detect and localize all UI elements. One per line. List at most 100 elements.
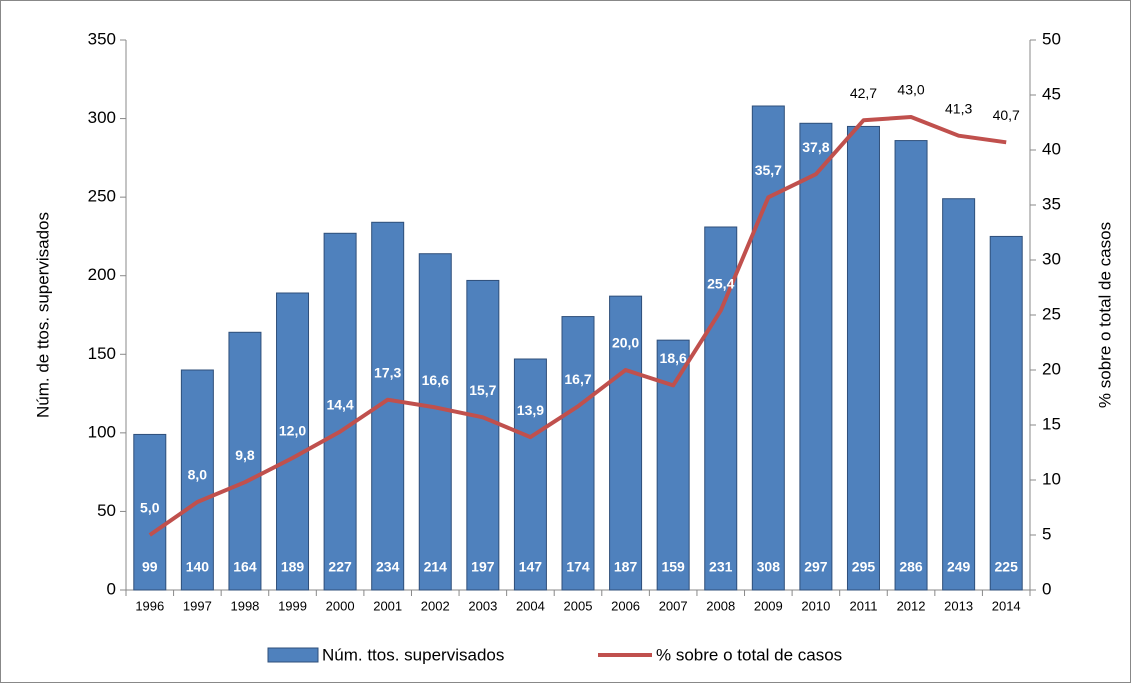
bar <box>609 295 643 591</box>
y2-tick-label: 10 <box>1042 469 1061 488</box>
bar-value-label: 159 <box>661 559 685 575</box>
bar <box>989 235 1023 591</box>
y2-axis-label: % sobre o total de casos <box>1095 222 1114 408</box>
y-tick-label: 50 <box>97 501 116 520</box>
bar <box>656 339 690 591</box>
bar-value-label: 197 <box>471 559 495 575</box>
line-value-label: 37,8 <box>802 139 829 155</box>
x-tick-label: 2007 <box>659 598 688 613</box>
x-tick-label: 2013 <box>944 598 973 613</box>
line-value-label: 40,7 <box>993 107 1020 123</box>
x-tick-label: 2010 <box>801 598 830 613</box>
x-tick-label: 2009 <box>754 598 783 613</box>
x-tick-label: 1997 <box>183 598 212 613</box>
line-value-label: 18,6 <box>660 350 687 366</box>
bar <box>751 105 785 591</box>
line-value-label: 41,3 <box>945 100 972 116</box>
bar <box>799 122 833 591</box>
line-value-label: 15,7 <box>469 382 496 398</box>
bar-value-label: 286 <box>899 559 923 575</box>
bar-value-label: 187 <box>614 559 638 575</box>
x-tick-label: 2005 <box>564 598 593 613</box>
legend-label: Núm. ttos. supervisados <box>322 645 504 664</box>
y2-tick-label: 20 <box>1042 359 1061 378</box>
y2-tick-label: 50 <box>1042 29 1061 48</box>
line-value-label: 35,7 <box>755 162 782 178</box>
line-value-label: 43,0 <box>897 82 924 98</box>
x-tick-label: 1996 <box>135 598 164 613</box>
bar-value-label: 295 <box>852 559 876 575</box>
line-value-label: 13,9 <box>517 402 544 418</box>
bar <box>513 358 547 591</box>
x-tick-label: 1999 <box>278 598 307 613</box>
line-value-label: 16,7 <box>564 371 591 387</box>
bar-value-label: 189 <box>281 559 305 575</box>
x-tick-label: 2008 <box>706 598 735 613</box>
bar <box>133 433 167 591</box>
y-tick-label: 100 <box>88 422 116 441</box>
x-tick-label: 2006 <box>611 598 640 613</box>
bar-value-label: 140 <box>186 559 210 575</box>
bar-value-label: 297 <box>804 559 828 575</box>
y-axis-label: Núm. de ttos. supervisados <box>33 212 52 418</box>
bar-value-label: 99 <box>142 559 158 575</box>
y2-tick-label: 45 <box>1042 84 1061 103</box>
bar <box>466 279 500 591</box>
bar-value-label: 249 <box>947 559 971 575</box>
legend-label: % sobre o total de casos <box>656 645 842 664</box>
bar <box>180 369 214 591</box>
x-tick-label: 2002 <box>421 598 450 613</box>
bar <box>561 316 595 591</box>
x-tick-label: 2012 <box>897 598 926 613</box>
y-tick-label: 150 <box>88 344 116 363</box>
x-tick-label: 2003 <box>468 598 497 613</box>
bar-value-label: 234 <box>376 559 400 575</box>
bar-value-label: 225 <box>995 559 1019 575</box>
line-value-label: 12,0 <box>279 423 306 439</box>
bar <box>846 125 880 591</box>
bar <box>942 198 976 591</box>
y2-tick-label: 30 <box>1042 249 1061 268</box>
x-tick-label: 2011 <box>849 598 877 613</box>
line-value-label: 9,8 <box>235 447 255 463</box>
x-tick-label: 2001 <box>373 598 402 613</box>
y-tick-label: 200 <box>88 265 116 284</box>
y2-tick-label: 0 <box>1042 579 1051 598</box>
y2-tick-label: 15 <box>1042 414 1061 433</box>
y2-tick-label: 35 <box>1042 194 1061 213</box>
bar <box>323 232 357 591</box>
line-value-label: 20,0 <box>612 335 639 351</box>
bar-value-label: 214 <box>424 559 448 575</box>
line <box>148 115 1007 537</box>
line-value-label: 16,6 <box>422 372 449 388</box>
x-tick-label: 1998 <box>230 598 259 613</box>
y-tick-label: 300 <box>88 108 116 127</box>
x-tick-label: 2000 <box>326 598 355 613</box>
y-tick-label: 350 <box>88 29 116 48</box>
bar-value-label: 308 <box>757 559 781 575</box>
y2-tick-label: 5 <box>1042 524 1051 543</box>
y2-tick-label: 25 <box>1042 304 1061 323</box>
bar-value-label: 227 <box>328 559 352 575</box>
legend-swatch <box>267 647 319 663</box>
bar <box>228 331 262 591</box>
bar <box>418 253 452 591</box>
y2-tick-label: 40 <box>1042 139 1061 158</box>
line-value-label: 14,4 <box>326 396 353 412</box>
line-value-label: 17,3 <box>374 364 401 380</box>
bar <box>276 292 310 591</box>
bar-value-label: 164 <box>233 559 257 575</box>
x-tick-label: 2014 <box>992 598 1021 613</box>
line-value-label: 5,0 <box>140 500 160 516</box>
line-value-label: 25,4 <box>707 275 734 291</box>
bar <box>894 140 928 591</box>
line-value-label: 42,7 <box>850 85 877 101</box>
bar-value-label: 231 <box>709 559 733 575</box>
y-tick-label: 0 <box>107 579 116 598</box>
y-tick-label: 250 <box>88 187 116 206</box>
bar-value-label: 174 <box>566 559 590 575</box>
line-value-label: 8,0 <box>188 467 208 483</box>
bar-value-label: 147 <box>519 559 543 575</box>
x-tick-label: 2004 <box>516 598 545 613</box>
